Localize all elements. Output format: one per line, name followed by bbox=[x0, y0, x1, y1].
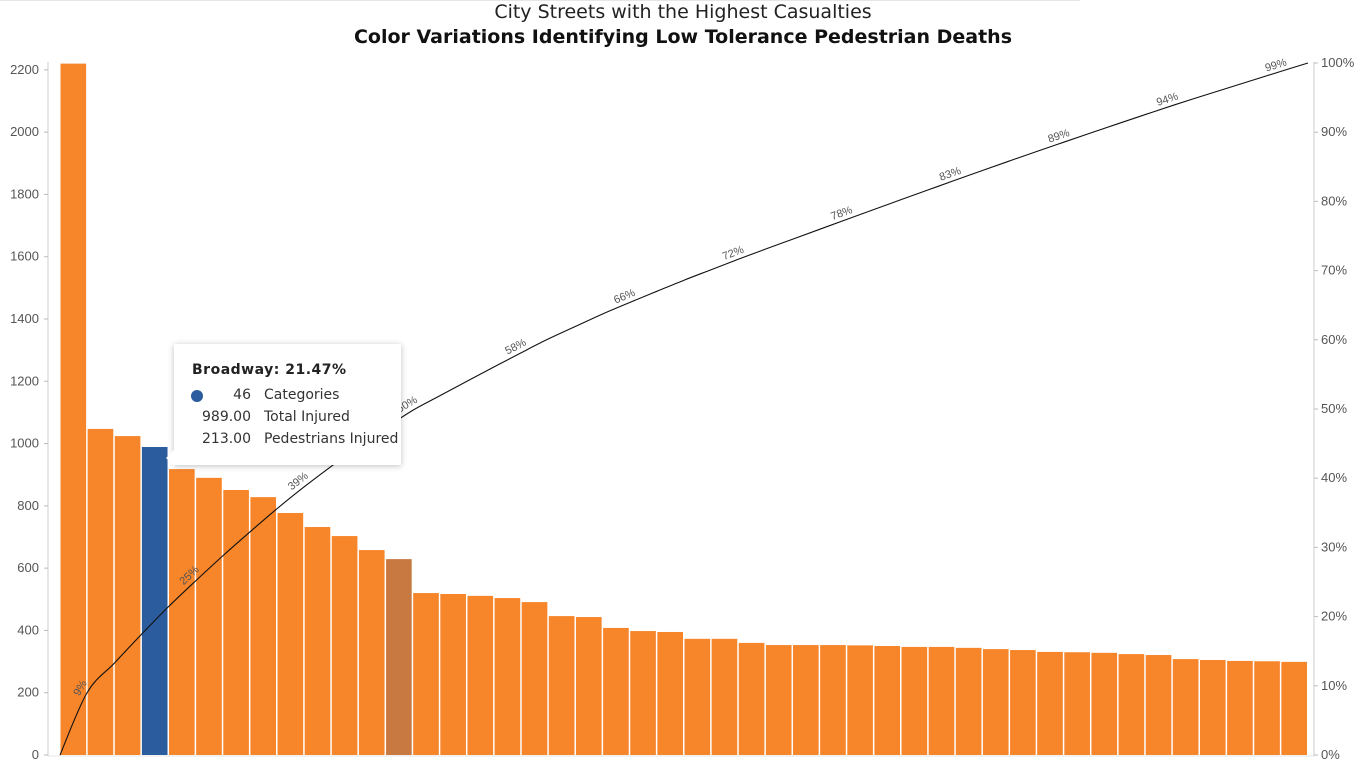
y-tick-label: 1800 bbox=[10, 186, 39, 201]
bar bbox=[1254, 661, 1280, 755]
y-tick-label: 2000 bbox=[10, 124, 39, 139]
tooltip-row-total: 989.00 Total Injured bbox=[174, 409, 401, 429]
bar bbox=[603, 627, 629, 755]
bar bbox=[1091, 652, 1118, 755]
cumulative-label: 66% bbox=[612, 287, 637, 307]
bar bbox=[1037, 651, 1063, 755]
tooltip-label: Categories bbox=[264, 387, 340, 403]
y2-tick-label: 80% bbox=[1321, 193, 1347, 208]
bar bbox=[901, 646, 928, 755]
tooltip-label: Pedestrians Injured bbox=[264, 431, 399, 447]
bar bbox=[467, 595, 494, 755]
cumulative-label: 58% bbox=[503, 337, 528, 358]
top-divider bbox=[0, 0, 1080, 1]
y2-tick-label: 70% bbox=[1321, 263, 1347, 278]
y-tick-label: 2200 bbox=[10, 62, 39, 77]
bar bbox=[521, 602, 548, 755]
bar bbox=[304, 527, 331, 755]
bar bbox=[765, 645, 792, 755]
bar bbox=[955, 647, 982, 755]
y-tick-label: 0 bbox=[32, 747, 39, 762]
y-tick-label: 200 bbox=[17, 685, 39, 700]
cumulative-label: 99% bbox=[1264, 56, 1289, 74]
tooltip-value: 213.00 bbox=[202, 431, 251, 447]
bar bbox=[630, 631, 656, 755]
bar bbox=[114, 436, 141, 755]
y-tick-label: 400 bbox=[17, 622, 39, 637]
bar bbox=[494, 598, 521, 755]
cumulative-label: 89% bbox=[1046, 127, 1071, 146]
chart-subtitle: Color Variations Identifying Low Toleran… bbox=[353, 26, 1013, 48]
bar bbox=[1145, 655, 1172, 755]
y2-tick-label: 40% bbox=[1321, 470, 1347, 485]
y2-tick-label: 90% bbox=[1321, 124, 1347, 139]
y2-tick-label: 10% bbox=[1321, 678, 1347, 693]
tooltip-label: Total Injured bbox=[264, 409, 350, 425]
bar bbox=[223, 489, 249, 755]
tooltip-pointer bbox=[166, 450, 174, 466]
y-tick-label: 1000 bbox=[10, 436, 39, 451]
y2-tick-label: 30% bbox=[1321, 539, 1347, 554]
bar bbox=[1281, 661, 1307, 755]
bar bbox=[657, 631, 683, 755]
bar bbox=[386, 559, 412, 755]
y-tick-label: 1200 bbox=[10, 373, 39, 388]
bar bbox=[60, 63, 87, 755]
y-tick-label: 800 bbox=[17, 498, 39, 513]
y-tick-label: 1600 bbox=[10, 249, 39, 264]
y2-tick-label: 60% bbox=[1321, 332, 1347, 347]
y2-tick-label: 100% bbox=[1321, 55, 1355, 70]
bar bbox=[847, 645, 873, 755]
cumulative-percent-line bbox=[59, 62, 1309, 756]
bar bbox=[793, 645, 819, 755]
bar bbox=[1118, 654, 1145, 755]
tooltip: Broadway: 21.47% 46 Categories 989.00 To… bbox=[166, 344, 401, 466]
bar bbox=[820, 645, 846, 755]
cumulative-label: 39% bbox=[286, 470, 311, 493]
bar bbox=[1199, 660, 1226, 755]
bar bbox=[928, 646, 955, 755]
bar bbox=[1064, 652, 1090, 755]
y2-tick-label: 0% bbox=[1321, 747, 1340, 762]
bar bbox=[277, 513, 304, 755]
cumulative-label: 78% bbox=[829, 204, 854, 223]
bar bbox=[982, 649, 1009, 755]
y2-tick-label: 50% bbox=[1321, 401, 1347, 416]
tooltip-title: Broadway: 21.47% bbox=[192, 362, 347, 378]
y-tick-label: 600 bbox=[17, 560, 39, 575]
bar bbox=[250, 497, 277, 755]
y-tick-label: 1400 bbox=[10, 311, 39, 326]
bar bbox=[1172, 659, 1199, 755]
bar bbox=[196, 477, 222, 755]
tooltip-row-categories: 46 Categories bbox=[174, 387, 401, 407]
bar bbox=[711, 638, 738, 755]
bar bbox=[738, 642, 765, 755]
chart-title: City Streets with the Highest Casualties bbox=[494, 1, 872, 23]
bar bbox=[141, 446, 168, 755]
cumulative-label: 72% bbox=[721, 244, 746, 263]
cumulative-label: 94% bbox=[1155, 91, 1180, 109]
bar bbox=[548, 616, 575, 755]
cumulative-label: 83% bbox=[938, 165, 963, 184]
bar bbox=[1010, 650, 1036, 755]
bar bbox=[358, 550, 385, 755]
bar bbox=[169, 469, 195, 755]
tooltip-value: 989.00 bbox=[202, 409, 251, 425]
tooltip-row-pedestrians: 213.00 Pedestrians Injured bbox=[174, 431, 401, 451]
bar bbox=[87, 428, 114, 755]
bar bbox=[331, 536, 358, 755]
bar bbox=[684, 638, 711, 755]
bar bbox=[413, 593, 439, 755]
tooltip-value: 46 bbox=[233, 387, 251, 403]
bar bbox=[440, 593, 466, 755]
y2-tick-label: 20% bbox=[1321, 609, 1347, 624]
bar bbox=[575, 617, 602, 755]
series-dot-icon bbox=[191, 390, 203, 402]
bar bbox=[874, 645, 901, 755]
bar bbox=[1227, 660, 1253, 755]
